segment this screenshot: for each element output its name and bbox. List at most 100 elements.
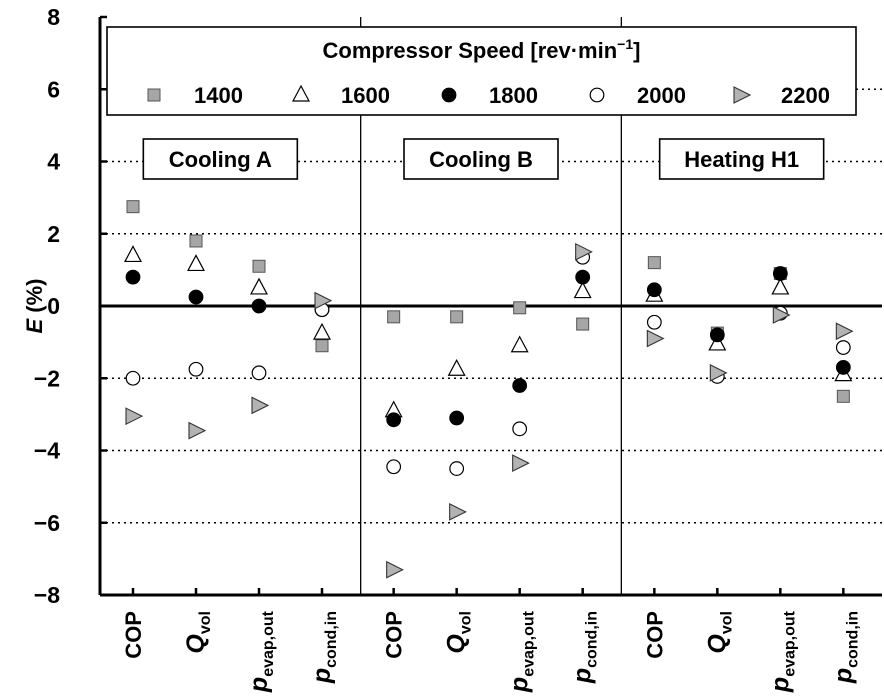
legend-marker-2200	[733, 86, 752, 104]
point-1600	[708, 333, 727, 351]
point-1800	[251, 298, 267, 314]
point-1400	[513, 301, 527, 315]
legend-title-main: Compressor Speed [rev·min	[323, 38, 618, 63]
y-tick-label: −6	[34, 510, 60, 536]
category-label: COP	[382, 611, 407, 659]
category-label: pcond,in	[829, 611, 861, 684]
point-2200	[188, 421, 207, 440]
y-tick-label: 4	[47, 149, 60, 175]
point-2200	[386, 560, 404, 579]
panel-label-1: Cooling A	[169, 147, 272, 172]
legend: Compressor Speed [rev·min−1] 1400 1600 1800…	[106, 26, 857, 116]
point-2000	[125, 370, 141, 386]
category-label-sub: evap,out	[781, 610, 798, 676]
legend-title-sup: −1	[617, 36, 633, 52]
category-label-main: COP	[382, 611, 407, 659]
category-label: pcond,in	[569, 611, 601, 684]
axes: −8 −6 −4 −2 0 2 4 6 8 E (%)	[22, 4, 882, 608]
point-1400	[189, 234, 203, 248]
panel-label-2: Cooling B	[429, 147, 533, 172]
y-tick-label: −4	[34, 438, 60, 464]
point-2000	[646, 314, 662, 330]
point-1400	[450, 310, 464, 324]
point-1800	[449, 410, 465, 426]
category-label-sub: cond,in	[323, 611, 340, 668]
category-label: COP	[121, 611, 146, 659]
category-label-sub: cond,in	[584, 611, 601, 668]
category-label: COP	[642, 611, 667, 659]
point-1800	[835, 360, 851, 375]
category-label-sub: vol	[458, 611, 475, 634]
point-1800	[188, 289, 204, 305]
point-2200	[251, 396, 270, 415]
point-1800	[125, 269, 141, 285]
category-label-main: Q	[703, 634, 731, 654]
point-1600	[573, 281, 592, 299]
point-2200	[512, 454, 530, 473]
point-1400	[126, 200, 140, 214]
point-1600	[186, 254, 206, 272]
y-axis-label-main: E	[22, 318, 47, 334]
legend-title-close: ]	[633, 38, 640, 63]
legend-marker-1800	[441, 87, 457, 103]
y-tick-label: 8	[47, 4, 60, 30]
point-2000	[386, 459, 402, 475]
point-1400	[647, 256, 661, 270]
category-label-main: p	[308, 668, 336, 684]
point-1600	[123, 245, 143, 263]
point-1600	[313, 322, 331, 340]
legend-label-1600: 1600	[341, 83, 390, 108]
category-label-main: p	[829, 668, 857, 684]
data-points	[123, 200, 854, 579]
category-label-sub: vol	[197, 611, 214, 634]
category-label-main: p	[506, 677, 534, 693]
legend-label-2200: 2200	[781, 83, 830, 108]
point-1800	[575, 269, 591, 285]
category-label: pevap,out	[506, 610, 538, 693]
point-1400	[387, 310, 401, 324]
legend-marker-1600	[292, 84, 310, 102]
category-label-main: p	[569, 668, 597, 684]
legend-label-1800: 1800	[489, 83, 538, 108]
point-2200	[314, 291, 333, 310]
panel-labels: Cooling A Cooling B Heating H1	[142, 138, 825, 180]
category-label: pevap,out	[245, 610, 277, 693]
category-label: Qvol	[182, 611, 214, 654]
y-tick-label: −8	[34, 582, 60, 608]
legend-marker-2000	[589, 87, 605, 103]
category-label: Qvol	[703, 611, 735, 654]
point-1600	[447, 358, 466, 376]
point-2000	[188, 361, 204, 377]
category-label-main: p	[245, 677, 273, 693]
point-2200	[125, 407, 144, 426]
category-label-sub: cond,in	[844, 611, 861, 668]
point-2200	[646, 329, 665, 348]
point-1400	[252, 259, 266, 273]
point-1400	[836, 389, 850, 403]
y-tick-label: 0	[47, 293, 60, 319]
point-1800	[512, 378, 528, 393]
point-1800	[709, 327, 725, 343]
point-1800	[646, 282, 662, 298]
legend-marker-1400	[147, 88, 161, 102]
legend-box	[106, 26, 857, 116]
point-1600	[250, 277, 268, 295]
panel-label-box	[403, 138, 559, 180]
y-tick-label: 6	[47, 76, 60, 102]
point-2000	[512, 421, 528, 437]
point-1600	[510, 335, 529, 353]
legend-title: Compressor Speed [rev·min−1]	[323, 36, 641, 63]
point-1600	[771, 277, 790, 295]
category-label-main: Q	[182, 634, 210, 654]
y-tick-label: −2	[34, 365, 60, 391]
category-label-main: Q	[443, 634, 471, 654]
point-2200	[772, 306, 791, 324]
point-2200	[835, 322, 854, 341]
panel-label-box	[658, 138, 825, 180]
category-label-main: COP	[642, 611, 667, 659]
point-2000	[251, 365, 267, 381]
point-2000	[835, 340, 851, 355]
legend-label-2000: 2000	[637, 83, 686, 108]
category-label-sub: vol	[718, 611, 735, 634]
